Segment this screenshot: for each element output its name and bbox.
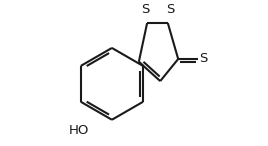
Text: S: S xyxy=(166,3,174,16)
Text: S: S xyxy=(200,53,208,66)
Text: HO: HO xyxy=(68,124,89,137)
Text: S: S xyxy=(141,3,149,16)
